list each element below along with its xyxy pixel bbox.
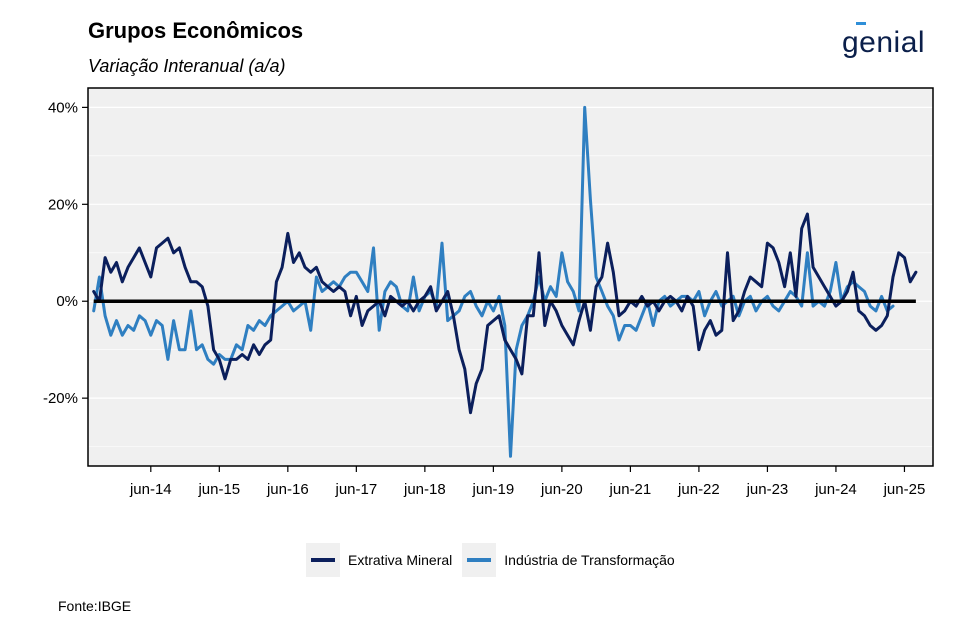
brand-logo: genial: [842, 26, 926, 59]
series-layer: [92, 105, 918, 458]
x-tick-label: jun-14: [129, 481, 172, 498]
x-tick-label: jun-23: [746, 481, 789, 498]
x-tick-label: jun-15: [197, 481, 240, 498]
legend-item-industria: Indústria de Transformação: [462, 543, 675, 577]
legend-label-extrativa: Extrativa Mineral: [348, 552, 453, 568]
y-tick-label: 0%: [56, 293, 78, 310]
plot-border: [87, 87, 934, 467]
chart-subtitle: Variação Interanual (a/a): [88, 56, 286, 76]
x-tick-label: jun-17: [334, 481, 377, 498]
logo-accent-mark: [856, 22, 866, 25]
legend-swatch-industria: [462, 543, 497, 577]
source-note: Fonte:IBGE: [58, 598, 132, 614]
series-line: [92, 105, 895, 458]
y-axis: 40% 20% 0% -20%: [43, 99, 88, 407]
y-tick-label: -20%: [43, 390, 78, 407]
y-tick-label: 40%: [48, 99, 78, 116]
x-tick-label: jun-22: [677, 481, 720, 498]
chart-title: Grupos Econômicos: [88, 18, 304, 43]
x-tick-label: jun-16: [266, 481, 309, 498]
x-tick-label: jun-18: [403, 481, 446, 498]
legend-label-industria: Indústria de Transformação: [504, 552, 675, 568]
x-tick-label: jun-21: [609, 481, 652, 498]
x-axis: jun-14 jun-15 jun-16 jun-17 jun-18 jun-19 jun-…: [129, 466, 925, 498]
x-tick-label: jun-25: [883, 481, 926, 498]
series-line: [92, 212, 918, 415]
legend-item-extrativa: Extrativa Mineral: [306, 543, 452, 577]
x-tick-label: jun-20: [540, 481, 583, 498]
x-tick-label: jun-19: [472, 481, 515, 498]
legend: Extrativa Mineral Indústria de Transform…: [306, 543, 685, 577]
y-tick-label: 20%: [48, 196, 78, 213]
legend-swatch-extrativa: [306, 543, 340, 577]
x-tick-label: jun-24: [814, 481, 857, 498]
